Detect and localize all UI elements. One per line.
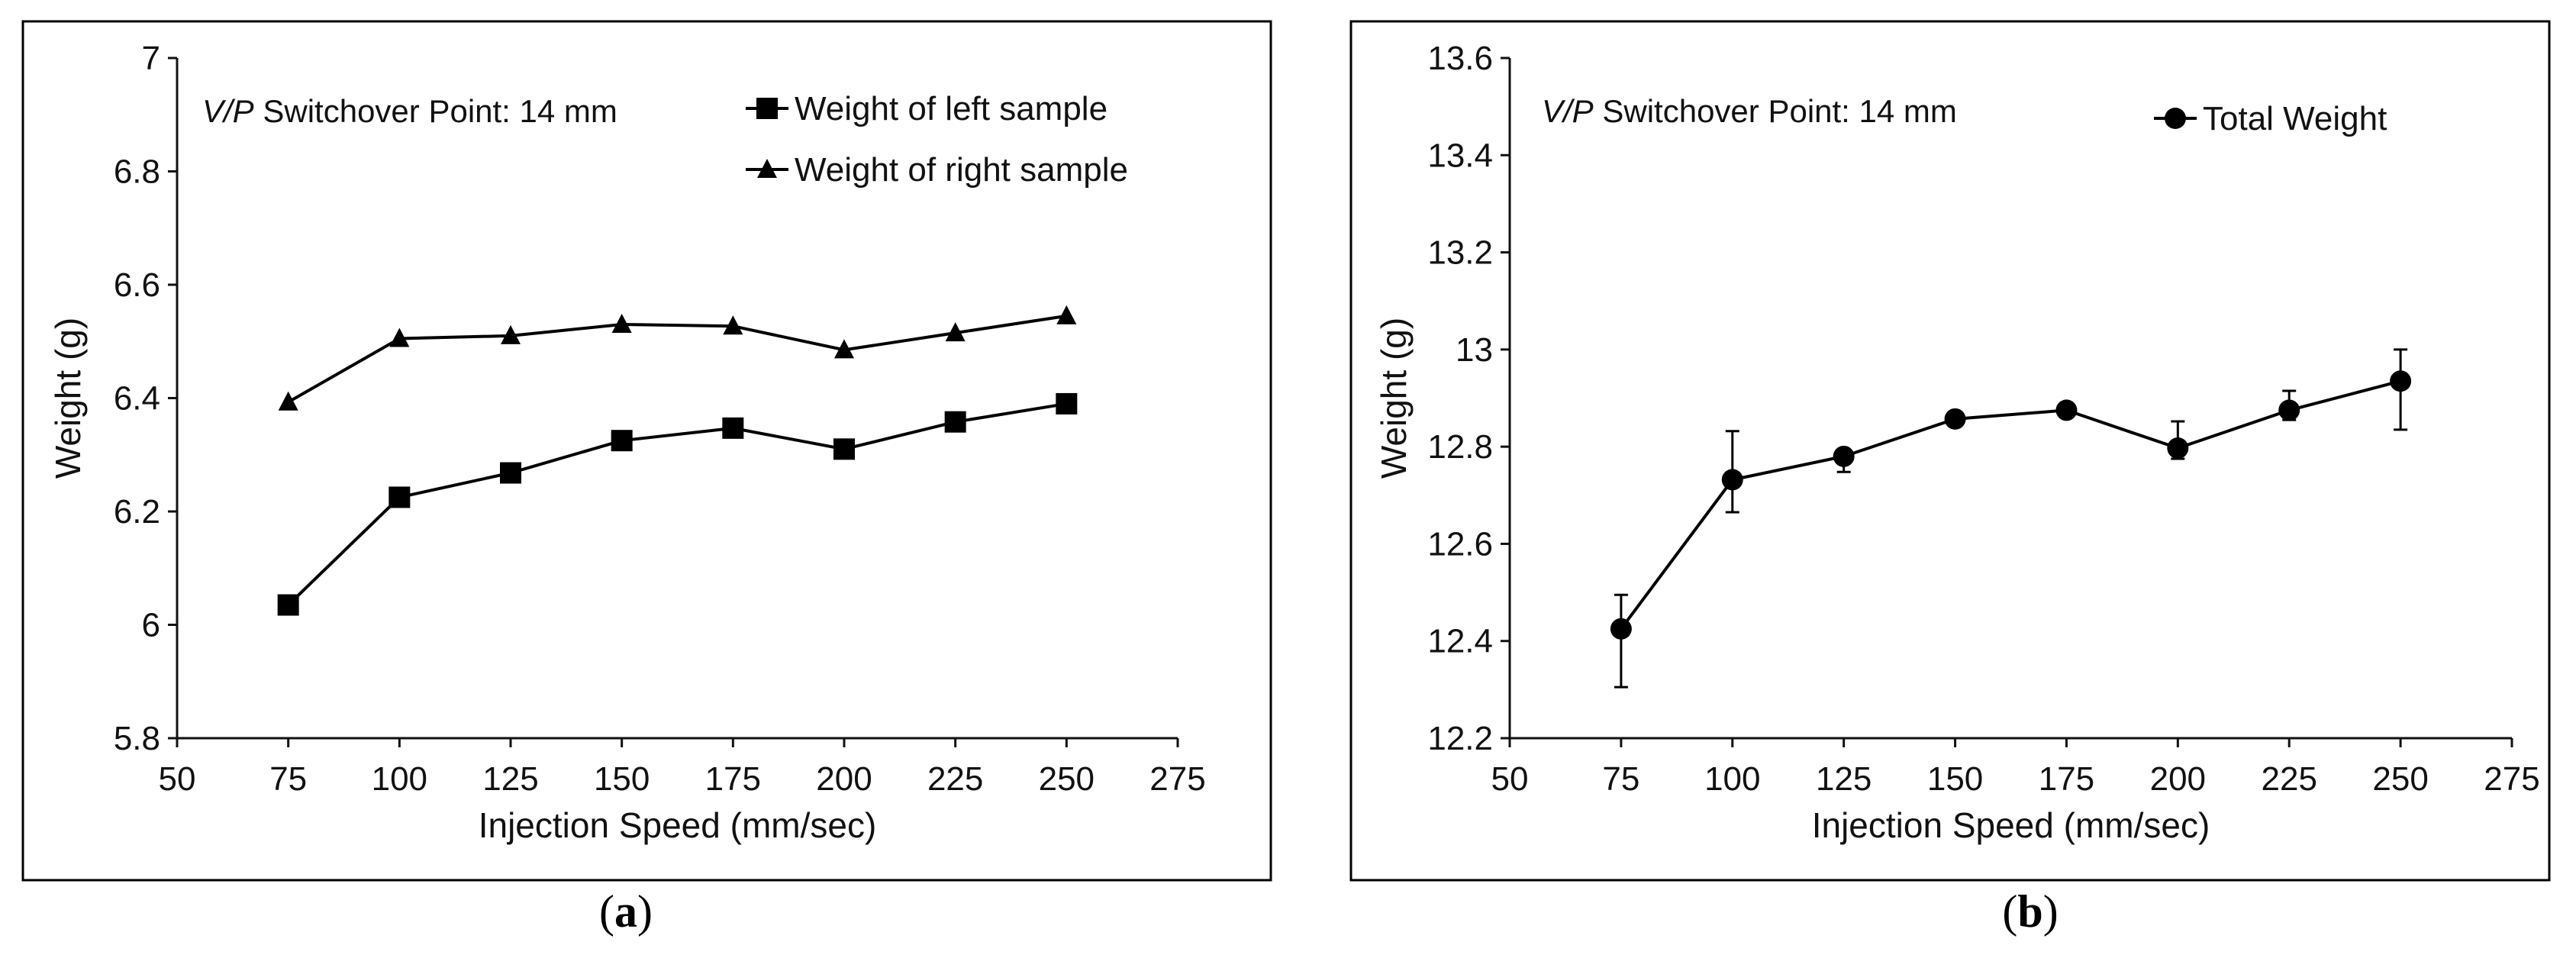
y-tick-label: 6.2	[114, 493, 160, 531]
series-circle	[1610, 348, 2412, 689]
legend-marker	[757, 159, 777, 178]
series-line	[287, 314, 1067, 404]
data-point	[834, 339, 854, 359]
series-square	[277, 392, 1078, 616]
x-tick-label: 150	[594, 760, 650, 798]
annotation-text: Switchover Point: 14 mm	[1594, 93, 1957, 129]
annotation-italic: V/P	[1542, 93, 1594, 129]
chart-frame	[1349, 20, 2551, 882]
x-tick-label: 50	[1491, 760, 1529, 798]
x-tick-label: 125	[1816, 760, 1872, 798]
legend-label: Weight of right sample	[795, 151, 1128, 189]
y-tick-label: 12.2	[1427, 720, 1493, 757]
x-tick-label: 275	[1149, 760, 1205, 798]
x-tick-label: 75	[269, 760, 307, 798]
x-tick-label: 250	[2372, 760, 2428, 798]
legend-label: Total Weight	[2203, 100, 2387, 137]
data-point	[1833, 445, 1855, 467]
y-tick-label: 12.4	[1427, 623, 1493, 660]
data-point	[1721, 469, 1743, 491]
y-tick-label: 5.8	[114, 720, 160, 757]
y-tick-label: 6.4	[114, 380, 160, 418]
y-tick-label: 6.6	[114, 266, 160, 304]
legend-marker	[756, 98, 778, 119]
data-point	[945, 322, 966, 342]
x-tick-label: 225	[927, 760, 983, 798]
data-point	[278, 391, 298, 411]
chart-a: 5.8 6 6.2 6.4 6.6 6.8 7 50 75 100 125 150 175 200 225 2…	[21, 20, 1272, 882]
data-point	[833, 438, 855, 460]
caption-a: (a)	[599, 886, 653, 937]
y-tick-label: 6	[142, 607, 160, 644]
x-tick-label: 275	[2484, 760, 2539, 798]
x-tick-label: 125	[482, 760, 538, 798]
data-point	[723, 315, 743, 335]
data-point	[388, 486, 411, 508]
x-tick-label: 175	[705, 760, 761, 798]
x-tick-label: 225	[2262, 760, 2317, 798]
y-axis-title: Weight (g)	[1374, 318, 1414, 479]
data-point	[1056, 305, 1077, 324]
y-tick-label: 13	[1456, 331, 1493, 369]
x-tick-label: 100	[372, 760, 427, 798]
data-point	[2278, 399, 2300, 421]
data-point	[1610, 618, 1632, 640]
x-tick-label: 175	[2039, 760, 2094, 798]
x-tick-label: 75	[1602, 760, 1639, 798]
y-tick-label: 7	[142, 40, 160, 77]
switchover-annotation: V/P Switchover Point: 14 mm	[202, 93, 617, 129]
x-tick-label: 100	[1704, 760, 1760, 798]
data-point	[277, 594, 299, 616]
x-tick-label: 150	[1927, 760, 1983, 798]
data-point	[501, 324, 521, 344]
legend-marker	[2165, 108, 2186, 129]
data-point	[611, 430, 633, 452]
series-line	[287, 402, 1067, 606]
chart-b: 12.2 12.4 12.6 12.8 13 13.2 13.4 13.6 50 75 100 125…	[1349, 20, 2551, 882]
y-tick-label: 13.6	[1427, 40, 1493, 77]
data-point	[944, 411, 966, 433]
y-tick-label: 12.8	[1427, 428, 1493, 466]
data-point	[722, 417, 744, 439]
x-tick-label: 250	[1039, 760, 1095, 798]
chart-panel-b: 12.2 12.4 12.6 12.8 13 13.2 13.4 13.6 50 75 100 125…	[1290, 0, 2576, 971]
y-tick-label: 13.4	[1427, 137, 1493, 174]
annotation-italic: V/P	[202, 93, 254, 129]
chart-panel-a: 5.8 6 6.2 6.4 6.6 6.8 7 50 75 100 125 150 175 200 225 2…	[21, 20, 1272, 937]
x-axis-title: Injection Speed (mm/sec)	[1812, 805, 2210, 845]
data-point	[500, 462, 521, 484]
y-tick-label: 12.6	[1427, 525, 1493, 563]
data-point	[611, 313, 632, 333]
y-tick-label: 13.2	[1427, 234, 1493, 272]
switchover-annotation: V/P Switchover Point: 14 mm	[1542, 93, 1957, 129]
data-point	[2055, 399, 2078, 421]
data-point	[389, 327, 410, 347]
x-axis-title: Injection Speed (mm/sec)	[479, 805, 877, 845]
x-tick-label: 200	[816, 760, 872, 798]
legend-label: Weight of left sample	[795, 90, 1107, 127]
annotation-text: Switchover Point: 14 mm	[254, 93, 617, 129]
data-point	[1944, 408, 1966, 430]
data-point	[2390, 370, 2412, 392]
data-point	[2167, 437, 2189, 460]
y-tick-label: 6.8	[114, 153, 160, 191]
x-tick-label: 200	[2150, 760, 2206, 798]
y-axis-title: Weight (g)	[48, 318, 88, 479]
series-line	[1620, 379, 2401, 631]
caption-b: (b)	[2002, 886, 2059, 937]
data-point	[1056, 392, 1078, 415]
chart-frame	[21, 20, 1272, 882]
series-triangle	[278, 305, 1077, 411]
x-tick-label: 50	[159, 760, 196, 798]
